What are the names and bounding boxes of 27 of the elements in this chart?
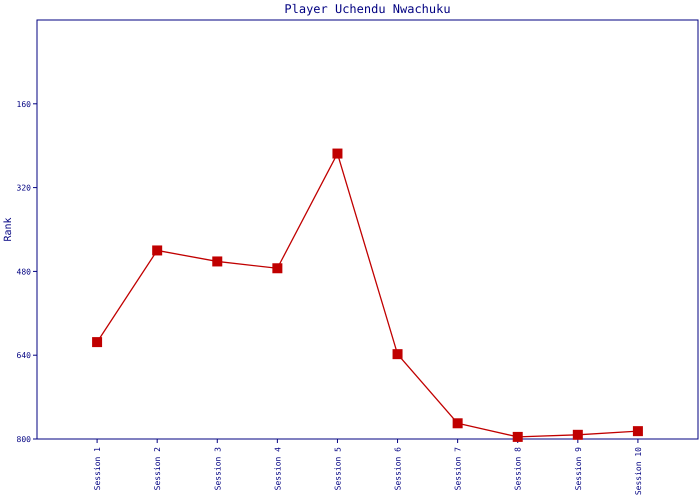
point bbox=[452, 418, 463, 428]
x-tick-label: Session 5 bbox=[333, 446, 342, 490]
x-tick-label: Session 3 bbox=[213, 446, 222, 490]
y-tick-label: 640 bbox=[16, 351, 32, 360]
point bbox=[272, 263, 282, 274]
y-tick-label: 320 bbox=[16, 184, 32, 193]
point bbox=[332, 148, 342, 159]
point bbox=[212, 256, 222, 266]
x-tick-label: Session 8 bbox=[514, 446, 523, 490]
point bbox=[392, 349, 403, 360]
x-tick-label: Session 2 bbox=[153, 446, 162, 490]
y-tick-label: 800 bbox=[16, 435, 32, 444]
chart-title: Player Uchendu Nwachuku bbox=[284, 2, 451, 16]
y-axis-title: Rank bbox=[3, 217, 14, 242]
point bbox=[512, 432, 523, 442]
y-tick-label: 160 bbox=[16, 100, 32, 109]
x-tick-label: Session 4 bbox=[273, 446, 282, 490]
x-tick-label: Session 10 bbox=[634, 446, 643, 496]
x-tick-label: Session 1 bbox=[93, 446, 102, 490]
x-tick-label: Session 7 bbox=[454, 446, 463, 490]
point bbox=[92, 337, 102, 348]
point bbox=[632, 426, 643, 436]
x-tick-label: Session 6 bbox=[394, 446, 403, 490]
point bbox=[572, 430, 583, 440]
point bbox=[152, 245, 162, 256]
y-tick-label: 480 bbox=[16, 267, 32, 276]
x-tick-label: Session 9 bbox=[574, 446, 583, 490]
